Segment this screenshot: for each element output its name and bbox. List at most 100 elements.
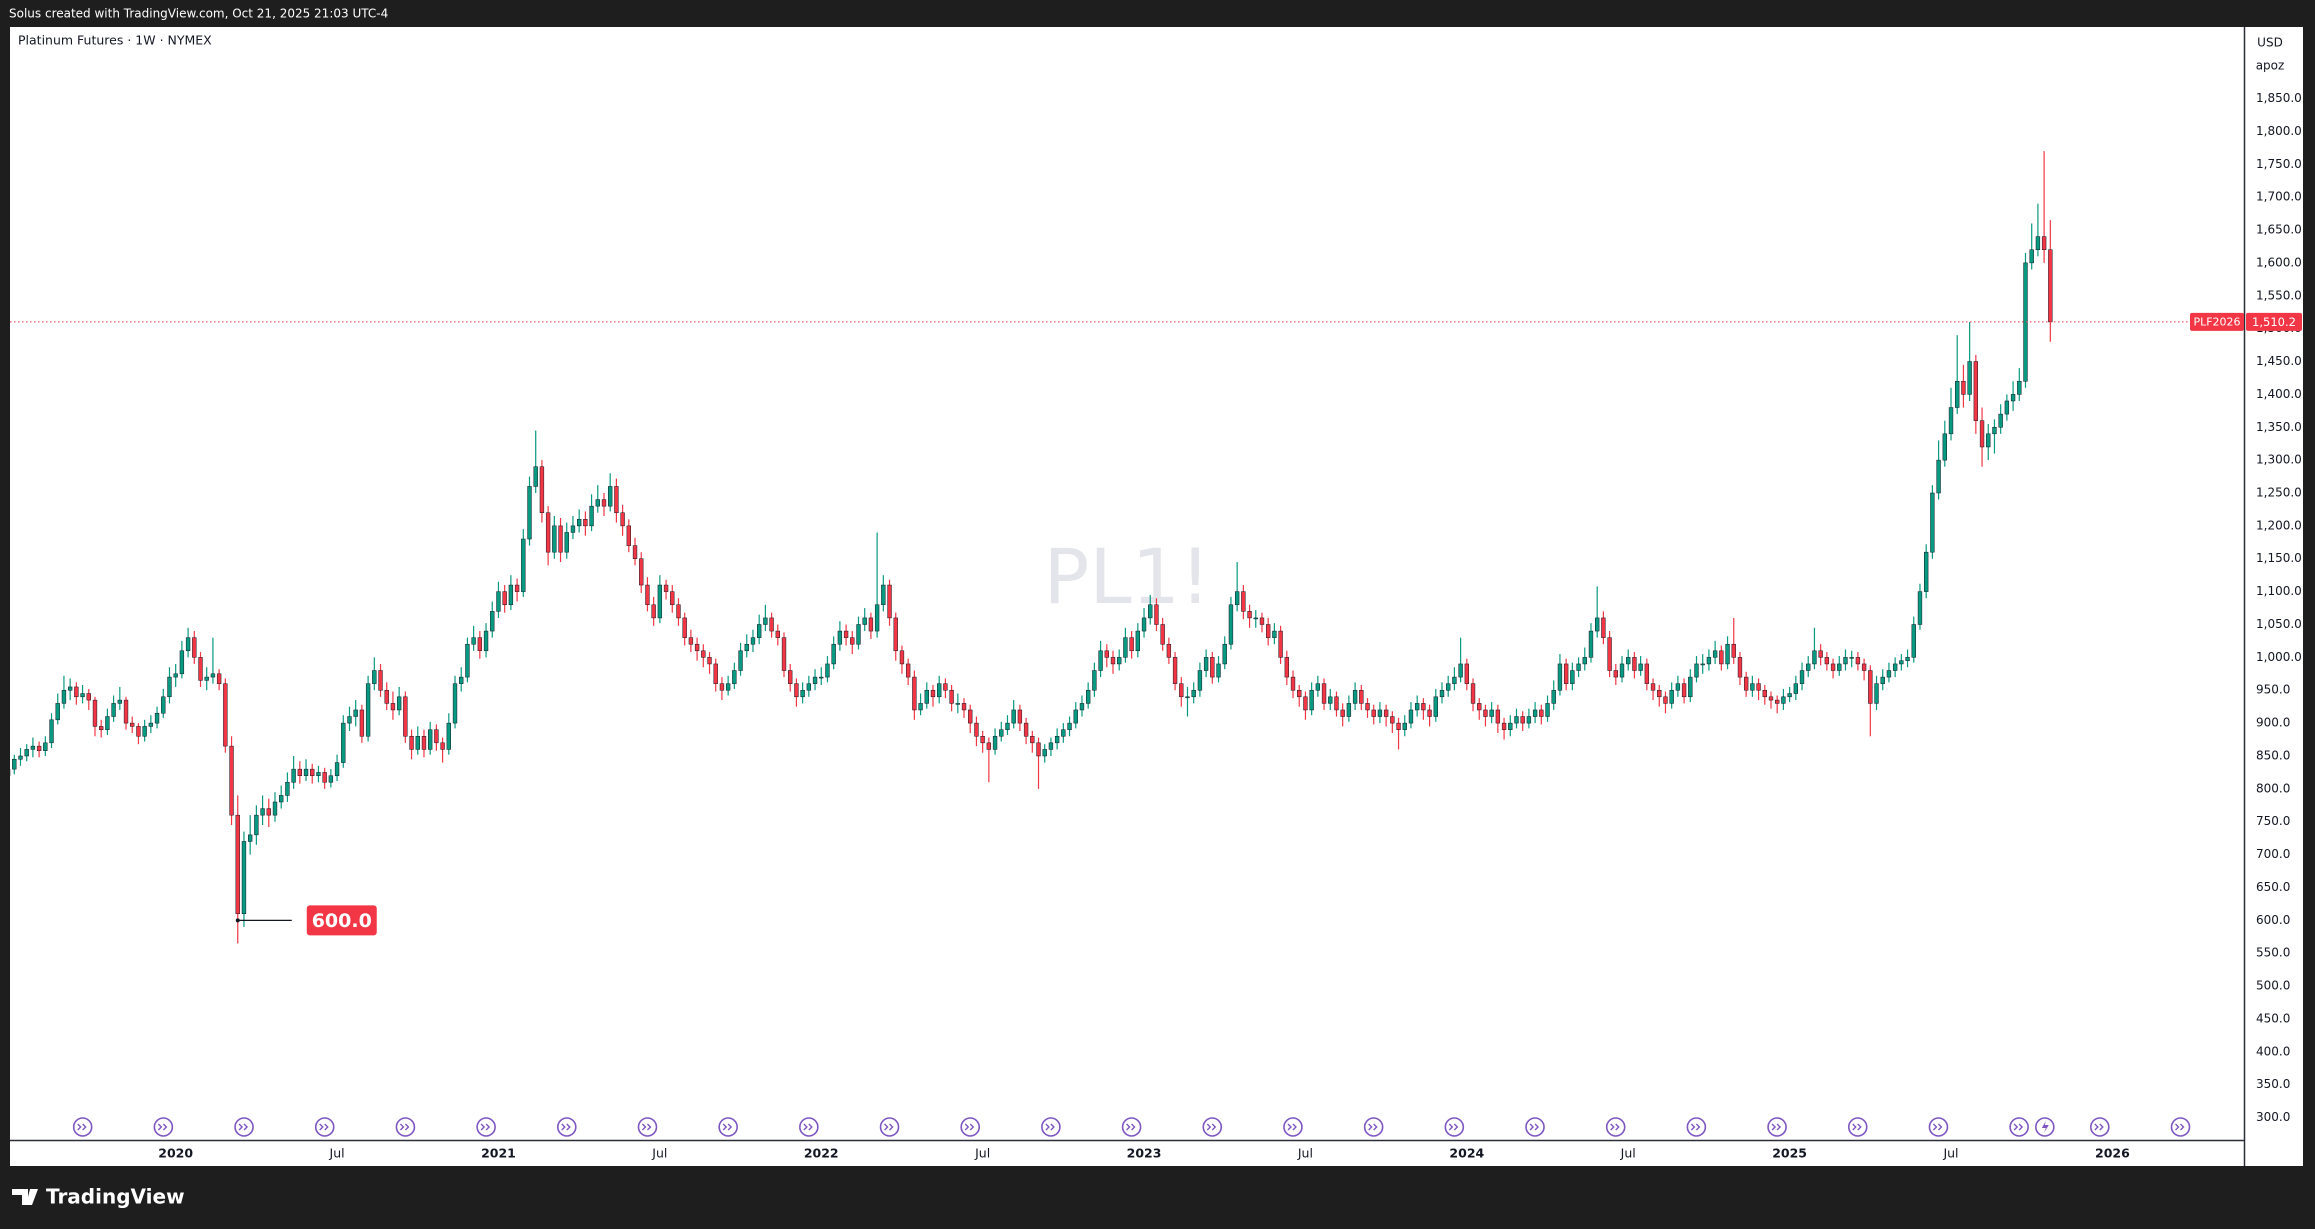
candle-body xyxy=(30,745,36,750)
y-tick-label: 1,450.0 xyxy=(2256,354,2302,368)
candle-body xyxy=(421,736,427,750)
candle-body xyxy=(676,604,681,619)
candle-body xyxy=(1762,689,1767,698)
candle-body xyxy=(1787,693,1792,698)
y-tick-label: 550.0 xyxy=(2256,946,2290,960)
footer-text: TradingView xyxy=(46,1185,185,1209)
x-tick-label: 2021 xyxy=(481,1146,516,1161)
candle-body xyxy=(303,768,309,776)
candle-body xyxy=(1613,670,1618,678)
candle-body xyxy=(992,736,998,750)
candle-body xyxy=(1936,459,1941,494)
chart-title: Platinum Futures · 1W · NYMEX xyxy=(18,33,212,48)
event-icon-glyph xyxy=(722,1123,733,1131)
last-price-box xyxy=(2246,312,2302,331)
candle-body xyxy=(1626,657,1631,665)
event-icon-glyph xyxy=(1045,1123,1055,1131)
candle-body xyxy=(428,729,433,750)
candle-body xyxy=(1278,630,1283,658)
event-icon-glyph xyxy=(157,1123,168,1131)
y-tick-label: 300.0 xyxy=(2256,1110,2290,1124)
candle-body xyxy=(1632,657,1637,671)
candle-body xyxy=(750,637,756,645)
event-icon-glyph xyxy=(1448,1123,1459,1131)
candle-body xyxy=(18,755,23,760)
candle-body xyxy=(744,643,749,652)
candle-body xyxy=(1837,663,1842,671)
candle-body xyxy=(688,637,694,645)
candle-body xyxy=(1619,663,1625,678)
candle-body xyxy=(1992,427,1997,435)
event-icon-glyph xyxy=(2013,1123,2024,1131)
candle-body xyxy=(1675,683,1681,691)
x-tick-label: Jul xyxy=(329,1146,345,1161)
candle-body xyxy=(757,624,762,638)
candle-body xyxy=(1663,696,1668,704)
candle-body xyxy=(142,726,147,737)
candle-body xyxy=(334,762,340,776)
candle-body xyxy=(490,611,495,632)
event-icon-glyph xyxy=(2094,1123,2104,1131)
y-tick-label: 600.0 xyxy=(2256,913,2290,927)
candle-body xyxy=(1545,703,1550,717)
candle-body xyxy=(1222,643,1227,665)
y-tick-label: 1,150.0 xyxy=(2256,551,2302,565)
y-tick-label: 450.0 xyxy=(2256,1011,2290,1025)
candle-body xyxy=(1023,722,1029,737)
event-icon-glyph xyxy=(803,1123,813,1131)
event-icon xyxy=(314,1117,335,1137)
candle-body xyxy=(111,703,116,717)
y-tick-label: 1,550.0 xyxy=(2256,288,2302,302)
candle-body xyxy=(1340,709,1345,717)
candle-body xyxy=(117,699,122,704)
candle-body xyxy=(2029,249,2034,264)
candle-body xyxy=(61,689,67,704)
candle-body xyxy=(359,709,365,737)
candle-body xyxy=(968,709,973,724)
candle-body xyxy=(837,630,843,645)
candle-body xyxy=(297,768,303,776)
event-icon xyxy=(799,1117,819,1137)
candle-body xyxy=(1986,433,1991,448)
candle-body xyxy=(961,703,967,711)
candle-body xyxy=(1272,630,1277,638)
candle-body xyxy=(1309,689,1314,711)
event-icon xyxy=(556,1117,577,1137)
candle-body xyxy=(1806,663,1811,671)
candle-body xyxy=(496,591,501,612)
candle-body xyxy=(899,650,905,665)
candle-body xyxy=(1955,380,1960,408)
candle-body xyxy=(843,630,849,638)
candle-body xyxy=(1855,657,1861,665)
annotation-dot xyxy=(235,918,240,923)
candle-body xyxy=(1669,689,1674,704)
x-tick-label: Jul xyxy=(651,1146,667,1161)
candle-body xyxy=(1048,742,1054,750)
candle-body xyxy=(123,699,129,724)
event-icon xyxy=(72,1117,93,1137)
candle-body xyxy=(1495,709,1501,724)
candle-body xyxy=(1799,670,1805,684)
candle-body xyxy=(1427,709,1432,717)
y-tick-label: 1,650.0 xyxy=(2256,223,2302,237)
candle-body xyxy=(1036,742,1041,757)
candle-body xyxy=(545,512,551,553)
event-icon-glyph xyxy=(1690,1123,1701,1131)
candle-body xyxy=(657,584,663,619)
candle-body xyxy=(850,637,855,645)
time-axis xyxy=(10,1140,2244,1166)
candle-body xyxy=(49,719,54,744)
event-icon xyxy=(1121,1117,1142,1137)
candle-body xyxy=(1961,380,1966,395)
candle-body xyxy=(1712,650,1718,658)
candle-body xyxy=(595,499,600,507)
event-icon-glyph xyxy=(1610,1123,1620,1131)
candle-body xyxy=(1359,689,1364,704)
candle-body xyxy=(1775,699,1780,704)
candle-body xyxy=(1886,670,1892,678)
candle-body xyxy=(651,604,656,619)
event-icon-glyph xyxy=(641,1123,652,1131)
candle-body xyxy=(403,696,408,737)
candle-body xyxy=(893,617,898,652)
